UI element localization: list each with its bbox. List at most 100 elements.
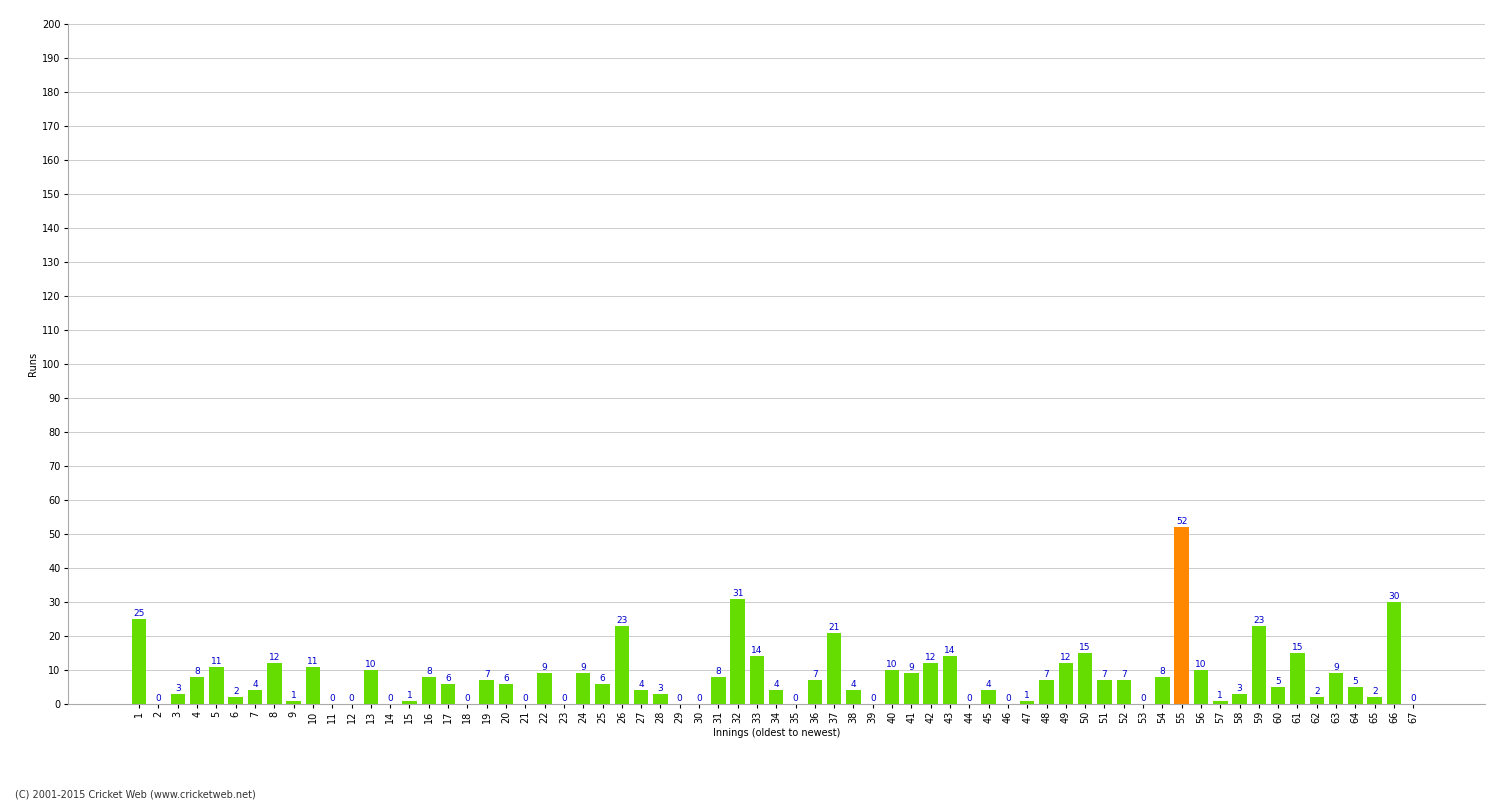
- Text: 7: 7: [812, 670, 818, 679]
- Bar: [267, 663, 282, 704]
- Text: 12: 12: [926, 653, 936, 662]
- Bar: [480, 680, 494, 704]
- Bar: [132, 619, 147, 704]
- Bar: [652, 694, 668, 704]
- Bar: [1078, 653, 1092, 704]
- Bar: [615, 626, 628, 704]
- Bar: [1310, 697, 1324, 704]
- Text: 0: 0: [156, 694, 162, 703]
- Bar: [1270, 687, 1286, 704]
- Bar: [171, 694, 184, 704]
- Bar: [209, 666, 224, 704]
- Bar: [827, 633, 842, 704]
- Text: 25: 25: [134, 609, 146, 618]
- Text: 3: 3: [1236, 684, 1242, 693]
- Text: 9: 9: [580, 663, 586, 672]
- Bar: [1194, 670, 1208, 704]
- Bar: [286, 701, 302, 704]
- Bar: [1329, 674, 1344, 704]
- Text: 10: 10: [364, 660, 376, 669]
- Text: 5: 5: [1353, 677, 1359, 686]
- Text: 6: 6: [600, 674, 606, 682]
- Text: (C) 2001-2015 Cricket Web (www.cricketweb.net): (C) 2001-2015 Cricket Web (www.cricketwe…: [15, 790, 255, 800]
- X-axis label: Innings (oldest to newest): Innings (oldest to newest): [712, 728, 840, 738]
- Text: 10: 10: [1196, 660, 1206, 669]
- Bar: [1251, 626, 1266, 704]
- Text: 30: 30: [1389, 592, 1400, 601]
- Text: 14: 14: [752, 646, 762, 655]
- Bar: [498, 683, 513, 704]
- Bar: [1214, 701, 1227, 704]
- Text: 9: 9: [909, 663, 915, 672]
- Bar: [363, 670, 378, 704]
- Text: 15: 15: [1080, 643, 1090, 652]
- Bar: [1388, 602, 1401, 704]
- Bar: [904, 674, 918, 704]
- Text: 7: 7: [1044, 670, 1050, 679]
- Bar: [537, 674, 552, 704]
- Text: 5: 5: [1275, 677, 1281, 686]
- Bar: [1116, 680, 1131, 704]
- Text: 4: 4: [639, 680, 644, 690]
- Text: 4: 4: [850, 680, 856, 690]
- Bar: [924, 663, 938, 704]
- Text: 0: 0: [330, 694, 334, 703]
- Text: 31: 31: [732, 589, 744, 598]
- Text: 8: 8: [194, 666, 200, 676]
- Bar: [228, 697, 243, 704]
- Text: 0: 0: [522, 694, 528, 703]
- Text: 52: 52: [1176, 517, 1188, 526]
- Text: 9: 9: [1334, 663, 1340, 672]
- Text: 0: 0: [348, 694, 354, 703]
- Text: 3: 3: [176, 684, 180, 693]
- Text: 8: 8: [1160, 666, 1166, 676]
- Text: 0: 0: [870, 694, 876, 703]
- Text: 10: 10: [886, 660, 898, 669]
- Text: 9: 9: [542, 663, 548, 672]
- Bar: [807, 680, 822, 704]
- Bar: [730, 598, 746, 704]
- Text: 7: 7: [484, 670, 489, 679]
- Text: 2: 2: [232, 687, 238, 696]
- Text: 1: 1: [406, 690, 412, 699]
- Text: 4: 4: [252, 680, 258, 690]
- Text: 23: 23: [1252, 616, 1264, 625]
- Y-axis label: Runs: Runs: [28, 352, 38, 376]
- Text: 8: 8: [426, 666, 432, 676]
- Bar: [885, 670, 900, 704]
- Text: 7: 7: [1120, 670, 1126, 679]
- Text: 0: 0: [561, 694, 567, 703]
- Text: 0: 0: [1410, 694, 1416, 703]
- Bar: [711, 677, 726, 704]
- Bar: [402, 701, 417, 704]
- Bar: [1174, 527, 1190, 704]
- Bar: [1040, 680, 1054, 704]
- Bar: [190, 677, 204, 704]
- Text: 21: 21: [828, 622, 840, 631]
- Text: 3: 3: [657, 684, 663, 693]
- Text: 0: 0: [1005, 694, 1011, 703]
- Text: 4: 4: [986, 680, 992, 690]
- Bar: [770, 690, 783, 704]
- Bar: [846, 690, 861, 704]
- Text: 1: 1: [291, 690, 297, 699]
- Bar: [422, 677, 436, 704]
- Text: 15: 15: [1292, 643, 1304, 652]
- Bar: [1368, 697, 1382, 704]
- Bar: [576, 674, 591, 704]
- Text: 7: 7: [1101, 670, 1107, 679]
- Text: 2: 2: [1314, 687, 1320, 696]
- Bar: [248, 690, 262, 704]
- Text: 14: 14: [945, 646, 956, 655]
- Text: 23: 23: [616, 616, 627, 625]
- Text: 0: 0: [676, 694, 682, 703]
- Text: 11: 11: [210, 657, 222, 666]
- Bar: [944, 656, 957, 704]
- Text: 6: 6: [446, 674, 452, 682]
- Bar: [1020, 701, 1035, 704]
- Text: 11: 11: [308, 657, 318, 666]
- Text: 4: 4: [774, 680, 778, 690]
- Text: 12: 12: [1060, 653, 1071, 662]
- Text: 6: 6: [503, 674, 509, 682]
- Text: 1: 1: [1024, 690, 1030, 699]
